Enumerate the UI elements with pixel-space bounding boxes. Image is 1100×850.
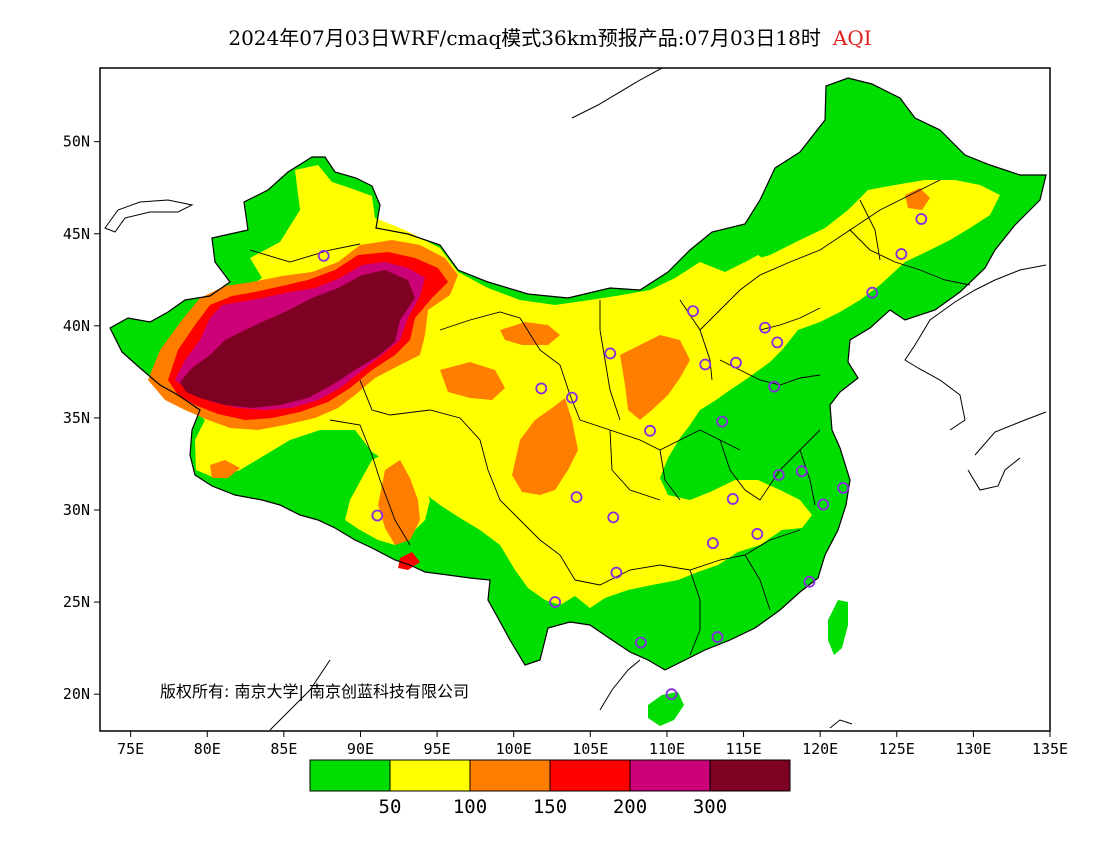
lon-tick-label: 80E [194, 740, 221, 758]
lon-tick-label: 100E [496, 740, 532, 758]
legend-swatch [390, 760, 470, 791]
lon-tick-label: 120E [802, 740, 838, 758]
map-layers [105, 68, 1046, 730]
lon-tick-label: 95E [424, 740, 451, 758]
aqi-legend: 50 100 150 200 300 [310, 760, 790, 818]
legend-swatch [470, 760, 550, 791]
lon-tick-label: 110E [649, 740, 685, 758]
lon-tick-label: 125E [879, 740, 915, 758]
legend-label: 300 [693, 796, 727, 818]
lat-tick-label: 25N [63, 593, 90, 611]
lat-tick-label: 20N [63, 685, 90, 703]
lon-tick-label: 135E [1032, 740, 1068, 758]
longitude-axis: 75E 80E 85E 90E 95E 100E 105E 110E 115E 120E 125E 1… [117, 731, 1068, 758]
lat-tick-label: 30N [63, 501, 90, 519]
legend-swatch [310, 760, 390, 791]
lon-tick-label: 75E [117, 740, 144, 758]
legend-label: 100 [453, 796, 487, 818]
copyright-text: 版权所有: 南京大学| 南京创蓝科技有限公司 [160, 682, 469, 701]
lat-tick-label: 40N [63, 317, 90, 335]
aqi-good-hainan [648, 692, 684, 726]
legend-swatch [630, 760, 710, 791]
legend-label: 200 [613, 796, 647, 818]
legend-label: 50 [379, 796, 402, 818]
lon-tick-label: 90E [347, 740, 374, 758]
lon-tick-label: 105E [572, 740, 608, 758]
lat-tick-label: 50N [63, 133, 90, 151]
lat-tick-label: 35N [63, 409, 90, 427]
legend-swatch [710, 760, 790, 791]
lon-tick-label: 130E [955, 740, 991, 758]
legend-label: 150 [533, 796, 567, 818]
lat-tick-label: 45N [63, 225, 90, 243]
legend-swatch [550, 760, 630, 791]
lon-tick-label: 115E [725, 740, 761, 758]
aqi-good-taiwan [828, 600, 848, 655]
lon-tick-label: 85E [270, 740, 297, 758]
latitude-axis: 20N 25N 30N 35N 40N 45N 50N [63, 133, 100, 704]
